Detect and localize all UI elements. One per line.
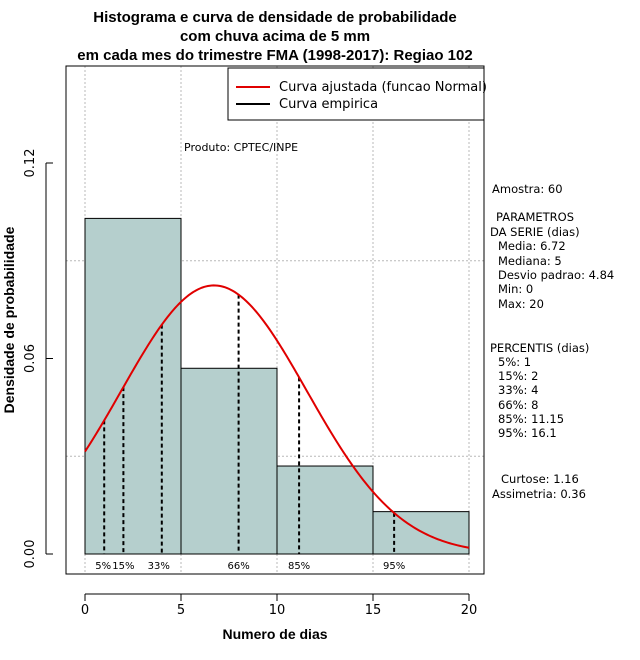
- histogram-bar: [372, 511, 470, 555]
- histogram-bar: [180, 367, 278, 555]
- normal-fit-curve: [84, 284, 470, 549]
- x-tick-label: 5: [177, 603, 185, 618]
- stat-p85: 85%: 11.15: [498, 412, 564, 426]
- x-axis-title: Numero de dias: [222, 626, 327, 642]
- x-tick-label: 15: [365, 603, 382, 618]
- stat-p5: 5%: 1: [498, 355, 531, 369]
- histogram-bar: [276, 465, 374, 555]
- percentile-label: 33%: [148, 561, 170, 572]
- stat-amostra: Amostra: 60: [492, 182, 563, 196]
- stat-media: Media: 6.72: [498, 239, 566, 253]
- y-tick-label: 0.00: [23, 540, 38, 569]
- histogram-bar: [84, 217, 182, 555]
- percentile-label: 85%: [288, 561, 310, 572]
- stat-param-title-2: DA SERIE (dias): [490, 225, 580, 239]
- legend-label-empirical: Curva empirica: [279, 97, 378, 112]
- legend-label-fitted: Curva ajustada (funcao Normal): [279, 80, 487, 95]
- x-tick-label: 0: [81, 603, 89, 618]
- chart-title-line-3: em cada mes do trimestre FMA (1998-2017)…: [77, 47, 472, 64]
- stat-desvio: Desvio padrao: 4.84: [498, 268, 614, 282]
- percentile-label: 5%: [95, 561, 111, 572]
- legend: Curva ajustada (funcao Normal) Curva emp…: [227, 67, 487, 121]
- stat-assimetria: Assimetria: 0.36: [492, 487, 586, 501]
- x-tick-label: 20: [461, 603, 478, 618]
- stat-percentis-title: PERCENTIS (dias): [490, 341, 589, 355]
- stat-min: Min: 0: [498, 282, 533, 296]
- stat-max: Max: 20: [498, 297, 544, 311]
- statistics-panel: Amostra: 60 PARAMETROS DA SERIE (dias) M…: [490, 182, 614, 501]
- percentile-label: 66%: [227, 561, 249, 572]
- x-tick-label: 10: [269, 603, 286, 618]
- y-tick-label: 0.12: [23, 149, 38, 178]
- y-tick-label: 0.06: [23, 344, 38, 373]
- percentile-markers: 5% 15% 33% 66% 85% 95%: [95, 294, 405, 572]
- percentile-label: 15%: [112, 561, 134, 572]
- y-axis-title: Densidade de probabilidade: [1, 226, 17, 413]
- stat-curtose: Curtose: 1.16: [501, 472, 579, 486]
- stat-mediana: Mediana: 5: [498, 254, 562, 268]
- legend-box: [227, 67, 485, 121]
- chart-title-line-1: Histograma e curva de densidade de proba…: [93, 9, 456, 26]
- percentile-label: 95%: [383, 561, 405, 572]
- plot-frame: [65, 65, 485, 575]
- stat-param-title-1: PARAMETROS: [496, 210, 574, 224]
- histogram-bars: [84, 217, 470, 555]
- stat-p95: 95%: 16.1: [498, 426, 557, 440]
- stat-p66: 66%: 8: [498, 398, 538, 412]
- normal-curve-layer: [84, 284, 470, 549]
- chart-title-line-2: com chuva acima de 5 mm: [180, 28, 370, 45]
- axes-layer: 0 5 10 15 20 0.00 0.06 0.12: [23, 149, 477, 618]
- stat-p15: 15%: 2: [498, 369, 538, 383]
- product-annotation: Produto: CPTEC/INPE: [184, 141, 298, 154]
- stat-p33: 33%: 4: [498, 383, 538, 397]
